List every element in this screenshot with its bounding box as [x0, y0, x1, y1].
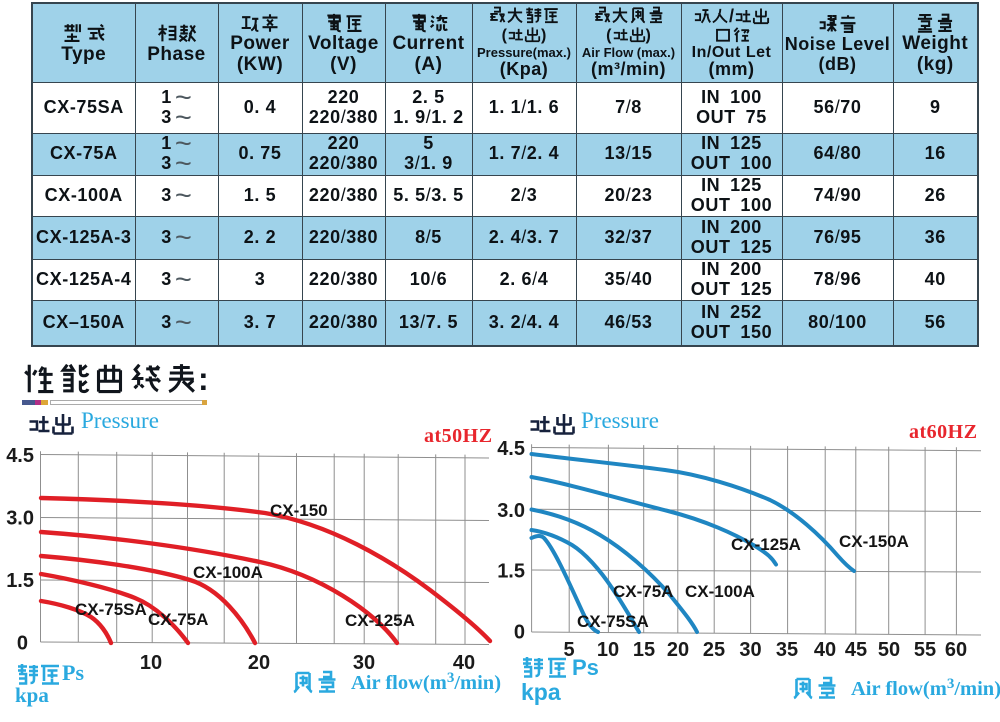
svg-text:20: 20	[667, 639, 689, 661]
svg-text:CX-150A: CX-150A	[839, 532, 909, 551]
svg-text:CX-75A: CX-75A	[148, 610, 208, 629]
svg-text:10: 10	[140, 652, 162, 674]
svg-text:at60HZ: at60HZ	[909, 421, 978, 443]
svg-text:5: 5	[563, 639, 574, 661]
svg-text:kpa: kpa	[521, 679, 561, 705]
svg-text:1.5: 1.5	[6, 570, 34, 592]
svg-text:1.5: 1.5	[497, 561, 525, 583]
svg-text:CX-75A: CX-75A	[613, 582, 673, 601]
svg-text:3.0: 3.0	[497, 500, 525, 522]
svg-text:at50HZ: at50HZ	[424, 425, 493, 447]
svg-text:15: 15	[633, 639, 655, 661]
svg-text:Ps: Ps	[62, 660, 84, 685]
svg-text:20: 20	[248, 652, 270, 674]
svg-text:CX-150: CX-150	[270, 501, 328, 520]
svg-text:Pressure: Pressure	[81, 408, 159, 433]
svg-text:55: 55	[914, 639, 936, 661]
svg-text:25: 25	[703, 639, 725, 661]
svg-text:50: 50	[878, 639, 900, 661]
svg-text:4.5: 4.5	[6, 445, 34, 467]
svg-text:40: 40	[814, 639, 836, 661]
svg-text:Pressure: Pressure	[581, 408, 659, 433]
svg-text:CX-100A: CX-100A	[193, 563, 263, 582]
svg-text:10: 10	[597, 639, 619, 661]
svg-text:CX-125A: CX-125A	[345, 611, 415, 630]
svg-text:CX-75SA: CX-75SA	[75, 600, 147, 619]
svg-text:0: 0	[514, 622, 525, 644]
svg-text:CX-100A: CX-100A	[685, 582, 755, 601]
svg-text:0: 0	[17, 633, 28, 655]
svg-text:30: 30	[353, 652, 375, 674]
svg-text:4.5: 4.5	[497, 438, 525, 460]
svg-text:30: 30	[739, 639, 761, 661]
svg-text:Air flow(m3/min): Air flow(m3/min)	[351, 670, 501, 694]
svg-text:40: 40	[453, 652, 475, 674]
svg-text:45: 45	[845, 639, 867, 661]
svg-text:Air flow(m3/min): Air flow(m3/min)	[851, 676, 1000, 700]
svg-text:35: 35	[776, 639, 798, 661]
svg-text:Ps: Ps	[572, 655, 599, 680]
svg-text:3.0: 3.0	[6, 508, 34, 530]
svg-text:CX-125A: CX-125A	[731, 535, 801, 554]
svg-text:kpa: kpa	[15, 683, 49, 707]
svg-text:60: 60	[945, 639, 967, 661]
svg-text:CX-75SA: CX-75SA	[577, 612, 649, 631]
